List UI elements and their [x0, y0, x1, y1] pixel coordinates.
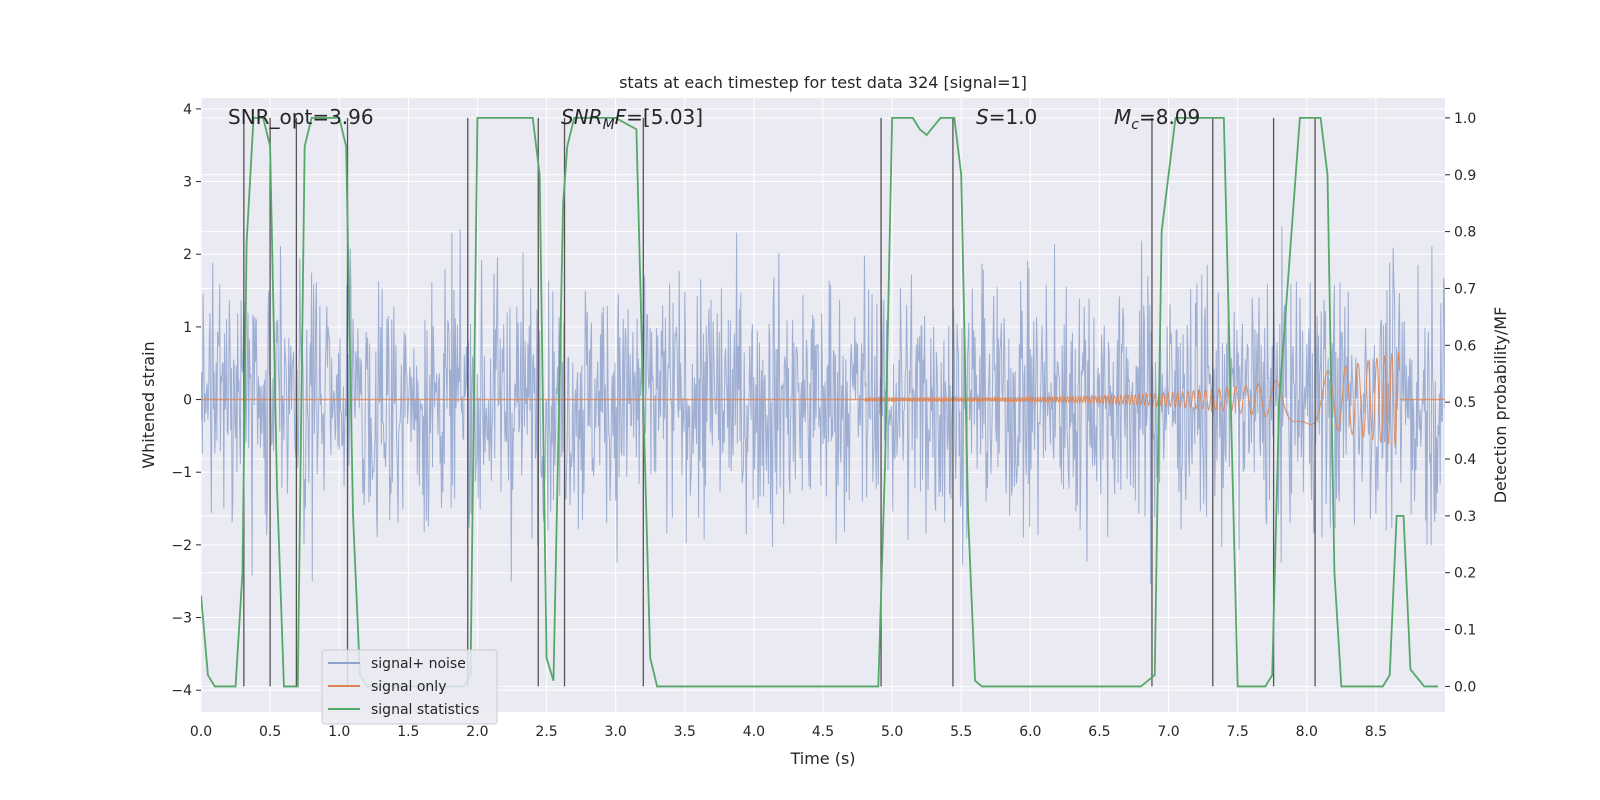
vertical-markers — [243, 117, 1316, 687]
annotation-mc: Mc=8.09 — [1114, 105, 1200, 133]
y-right-tick-label: 0.2 — [1454, 566, 1476, 582]
x-tick-label: 4.0 — [743, 724, 765, 740]
series-signal-noise — [201, 226, 1445, 585]
signal-chirp — [864, 351, 1400, 448]
annotation-snr-mf-value: =[5.03] — [626, 105, 703, 129]
y-tick-label: −3 — [171, 611, 192, 627]
legend: signal+ noise signal only signal statist… — [321, 649, 498, 725]
x-tick-label: 2.5 — [535, 724, 557, 740]
y-right-tick-label: 0.6 — [1454, 338, 1476, 354]
y-tick-labels: −4 −3 −2 −1 0 1 2 3 4 — [171, 102, 201, 699]
y-tick-label: 3 — [183, 175, 192, 191]
y-axis-label: Whitened strain — [139, 341, 158, 468]
annotation-snr-mf-sub: M — [603, 117, 615, 133]
x-axis-label: Time (s) — [789, 749, 855, 768]
chart-title: stats at each timestep for test data 324… — [619, 73, 1027, 92]
legend-label-signal: signal only — [371, 679, 446, 695]
x-tick-label: 1.0 — [328, 724, 350, 740]
y-right-tick-labels: 0.0 0.1 0.2 0.3 0.4 0.5 0.6 0.7 0.8 0.9 1.0 — [1445, 111, 1476, 695]
annotation-snr-mf-main: SNR — [561, 105, 603, 129]
y-tick-label: 1 — [183, 320, 192, 336]
annotation-s-main: S — [976, 105, 989, 129]
x-tick-label: 0.5 — [259, 724, 281, 740]
x-tick-label: 6.5 — [1088, 724, 1110, 740]
annotations: SNR_opt=3.96 SNRMF=[5.03] S=1.0 Mc=8.09 — [228, 105, 1200, 133]
x-tick-label: 6.0 — [1019, 724, 1041, 740]
y-tick-label: 4 — [183, 102, 192, 118]
noise-trace — [201, 226, 1445, 585]
y-tick-label: 2 — [183, 247, 192, 263]
legend-label-noise: signal+ noise — [371, 656, 466, 672]
y-tick-label: 0 — [183, 393, 192, 409]
annotation-snr-opt: SNR_opt=3.96 — [228, 105, 374, 129]
y-right-tick-label: 0.8 — [1454, 225, 1476, 241]
x-tick-label: 5.0 — [881, 724, 903, 740]
legend-box — [321, 649, 498, 725]
legend-label-stats: signal statistics — [371, 702, 479, 718]
y-right-tick-label: 0.7 — [1454, 281, 1476, 297]
y-right-tick-label: 0.5 — [1454, 395, 1476, 411]
annotation-s: S=1.0 — [976, 105, 1037, 129]
y-right-tick-label: 0.4 — [1454, 452, 1476, 468]
x-tick-label: 5.5 — [950, 724, 972, 740]
x-tick-label: 3.5 — [674, 724, 696, 740]
x-tick-labels: 0.0 0.5 1.0 1.5 2.0 2.5 3.0 3.5 4.0 4.5 5.0 5.5 6.0 6… — [190, 724, 1387, 740]
series-signal-statistics — [201, 117, 1439, 688]
y-right-tick-label: 1.0 — [1454, 111, 1476, 127]
y-tick-label: −2 — [171, 538, 192, 554]
y-right-tick-label: 0.1 — [1454, 623, 1476, 639]
y-tick-label: −4 — [171, 683, 192, 699]
x-tick-label: 7.5 — [1227, 724, 1249, 740]
x-tick-label: 3.0 — [605, 724, 627, 740]
stats-line — [201, 117, 1439, 688]
x-tick-label: 0.0 — [190, 724, 212, 740]
series-signal-only — [201, 351, 1445, 448]
y-right-tick-label: 0.0 — [1454, 679, 1476, 695]
x-tick-label: 8.5 — [1365, 724, 1387, 740]
x-tick-label: 4.5 — [812, 724, 834, 740]
x-tick-label: 1.5 — [397, 724, 419, 740]
y-right-tick-label: 0.3 — [1454, 509, 1476, 525]
annotation-s-value: =1.0 — [989, 105, 1038, 129]
annotation-mc-sub: c — [1131, 117, 1139, 133]
annotation-mc-main: M — [1114, 105, 1131, 129]
annotation-snr-mf: SNRMF=[5.03] — [561, 105, 703, 133]
y-right-axis-label: Detection probability/MF — [1491, 307, 1510, 504]
y-right-tick-label: 0.9 — [1454, 168, 1476, 184]
x-tick-label: 2.0 — [466, 724, 488, 740]
annotation-mc-value: =8.09 — [1139, 105, 1200, 129]
x-tick-label: 7.0 — [1157, 724, 1179, 740]
annotation-snr-mf-rest: F — [615, 105, 627, 129]
y-tick-label: −1 — [171, 465, 192, 481]
x-tick-label: 8.0 — [1296, 724, 1318, 740]
